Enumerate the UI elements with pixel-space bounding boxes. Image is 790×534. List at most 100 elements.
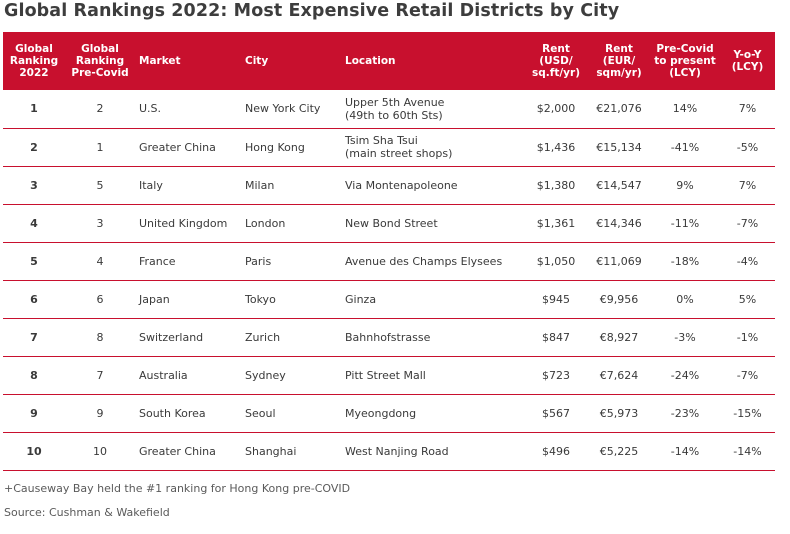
city-cell: Zurich: [245, 330, 281, 344]
table-row: 5 4 France Paris Avenue des Champs Elyse…: [3, 242, 775, 280]
rank-2022-cell: 4: [30, 216, 38, 230]
rent-usd-cell: $1,436: [536, 140, 576, 154]
market-cell: Australia: [139, 368, 188, 382]
footnote: +Causeway Bay held the #1 ranking for Ho…: [4, 482, 351, 495]
rank-pre-covid-cell: 3: [96, 216, 104, 230]
rank-pre-covid-cell: 2: [96, 102, 104, 116]
city-cell: Tokyo: [245, 292, 276, 306]
yoy-cell: -14%: [733, 444, 762, 458]
pre-covid-change-cell: -11%: [670, 216, 700, 230]
header-line: Global: [81, 43, 119, 55]
market-cell: Italy: [139, 178, 163, 192]
table-row: 8 7 Australia Sydney Pitt Street Mall $7…: [3, 356, 775, 394]
rent-usd-cell: $1,361: [536, 216, 576, 230]
header-line: 2022: [19, 67, 49, 79]
location-line: (49th to 60th Sts): [345, 108, 443, 122]
pre-covid-change-cell: -41%: [670, 140, 700, 154]
market-cell: France: [139, 254, 176, 268]
rent-usd-cell: $496: [542, 444, 570, 458]
rent-eur-cell: €7,624: [599, 368, 639, 382]
market-cell: U.S.: [139, 102, 162, 116]
table-row: 1 2 U.S. New York City Upper 5th Avenue …: [3, 90, 775, 128]
header-line: Ranking: [75, 55, 125, 67]
yoy-cell: -1%: [736, 330, 759, 344]
location-cell: Bahnhofstrasse: [345, 330, 431, 344]
header-line: (LCY): [731, 61, 764, 73]
city-cell: Hong Kong: [245, 140, 305, 154]
rank-pre-covid-cell: 1: [96, 140, 104, 154]
header-line: to present: [654, 55, 716, 67]
table-header-row: Global Ranking 2022 Global Ranking Pre-C…: [3, 32, 775, 90]
rank-2022-cell: 3: [30, 178, 38, 192]
header-market: Market: [135, 32, 241, 90]
header-line: (LCY): [669, 67, 701, 79]
yoy-cell: -4%: [736, 254, 759, 268]
header-line: City: [245, 55, 269, 67]
rent-eur-cell: €5,973: [599, 406, 639, 420]
source-note: Source: Cushman & Wakefield: [4, 506, 170, 519]
rent-usd-cell: $2,000: [536, 102, 576, 116]
rent-eur-cell: €14,547: [596, 178, 642, 192]
table-row: 7 8 Switzerland Zurich Bahnhofstrasse $8…: [3, 318, 775, 356]
yoy-cell: 7%: [738, 178, 757, 192]
rank-pre-covid-cell: 9: [96, 406, 104, 420]
pre-covid-change-cell: -24%: [670, 368, 700, 382]
header-yoy: Y-o-Y (LCY): [720, 32, 775, 90]
market-cell: Greater China: [139, 140, 216, 154]
header-rent-eur: Rent (EUR/ sqm/yr): [588, 32, 650, 90]
header-line: Rent: [605, 43, 633, 55]
location-cell: West Nanjing Road: [345, 444, 449, 458]
rank-2022-cell: 10: [26, 444, 42, 458]
city-cell: Shanghai: [245, 444, 297, 458]
rent-eur-cell: €21,076: [596, 102, 642, 116]
market-cell: South Korea: [139, 406, 206, 420]
yoy-cell: 5%: [738, 292, 757, 306]
rent-eur-cell: €5,225: [599, 444, 639, 458]
rank-2022-cell: 2: [30, 140, 38, 154]
yoy-cell: -15%: [733, 406, 762, 420]
rent-eur-cell: €14,346: [596, 216, 642, 230]
market-cell: Switzerland: [139, 330, 204, 344]
market-cell: Greater China: [139, 444, 216, 458]
market-cell: Japan: [139, 292, 170, 306]
header-rank-2022: Global Ranking 2022: [3, 32, 65, 90]
rank-pre-covid-cell: 4: [96, 254, 104, 268]
rent-eur-cell: €11,069: [596, 254, 642, 268]
location-cell: New Bond Street: [345, 216, 438, 230]
rank-2022-cell: 5: [30, 254, 38, 268]
header-city: City: [241, 32, 341, 90]
location-cell: Avenue des Champs Elysees: [345, 254, 503, 268]
header-line: Pre-Covid: [71, 67, 129, 79]
rent-usd-cell: $1,050: [536, 254, 576, 268]
pre-covid-change-cell: 0%: [676, 292, 694, 306]
table-row: 6 6 Japan Tokyo Ginza $945 €9,956 0% 5%: [3, 280, 775, 318]
table-row: 10 10 Greater China Shanghai West Nanjin…: [3, 432, 775, 470]
location-line: Upper 5th Avenue: [345, 95, 445, 109]
pre-covid-change-cell: -23%: [670, 406, 700, 420]
table-row: 3 5 Italy Milan Via Montenapoleone $1,38…: [3, 166, 775, 204]
header-line: Rent: [542, 43, 570, 55]
pre-covid-change-cell: -3%: [674, 330, 696, 344]
pre-covid-change-cell: 9%: [676, 178, 694, 192]
rent-eur-cell: €15,134: [596, 140, 642, 154]
header-line: Ranking: [9, 55, 59, 67]
location-cell: Via Montenapoleone: [345, 178, 458, 192]
header-line: Global: [15, 43, 53, 55]
market-cell: United Kingdom: [139, 216, 228, 230]
header-rent-usd: Rent (USD/ sq.ft/yr): [524, 32, 588, 90]
location-cell: Upper 5th Avenue (49th to 60th Sts): [341, 90, 524, 128]
rent-usd-cell: $847: [542, 330, 570, 344]
pre-covid-change-cell: -14%: [670, 444, 700, 458]
yoy-cell: 7%: [738, 102, 757, 116]
header-line: (USD/: [539, 55, 573, 67]
rank-2022-cell: 9: [30, 406, 38, 420]
location-line: Tsim Sha Tsui: [345, 134, 418, 147]
pre-covid-change-cell: -18%: [670, 254, 700, 268]
rank-2022-cell: 1: [30, 102, 38, 116]
city-cell: New York City: [245, 102, 321, 116]
header-line: Market: [139, 55, 181, 67]
rank-pre-covid-cell: 5: [96, 178, 104, 192]
rent-eur-cell: €8,927: [599, 330, 639, 344]
rank-2022-cell: 6: [30, 292, 38, 306]
header-line: (EUR/: [602, 55, 636, 67]
